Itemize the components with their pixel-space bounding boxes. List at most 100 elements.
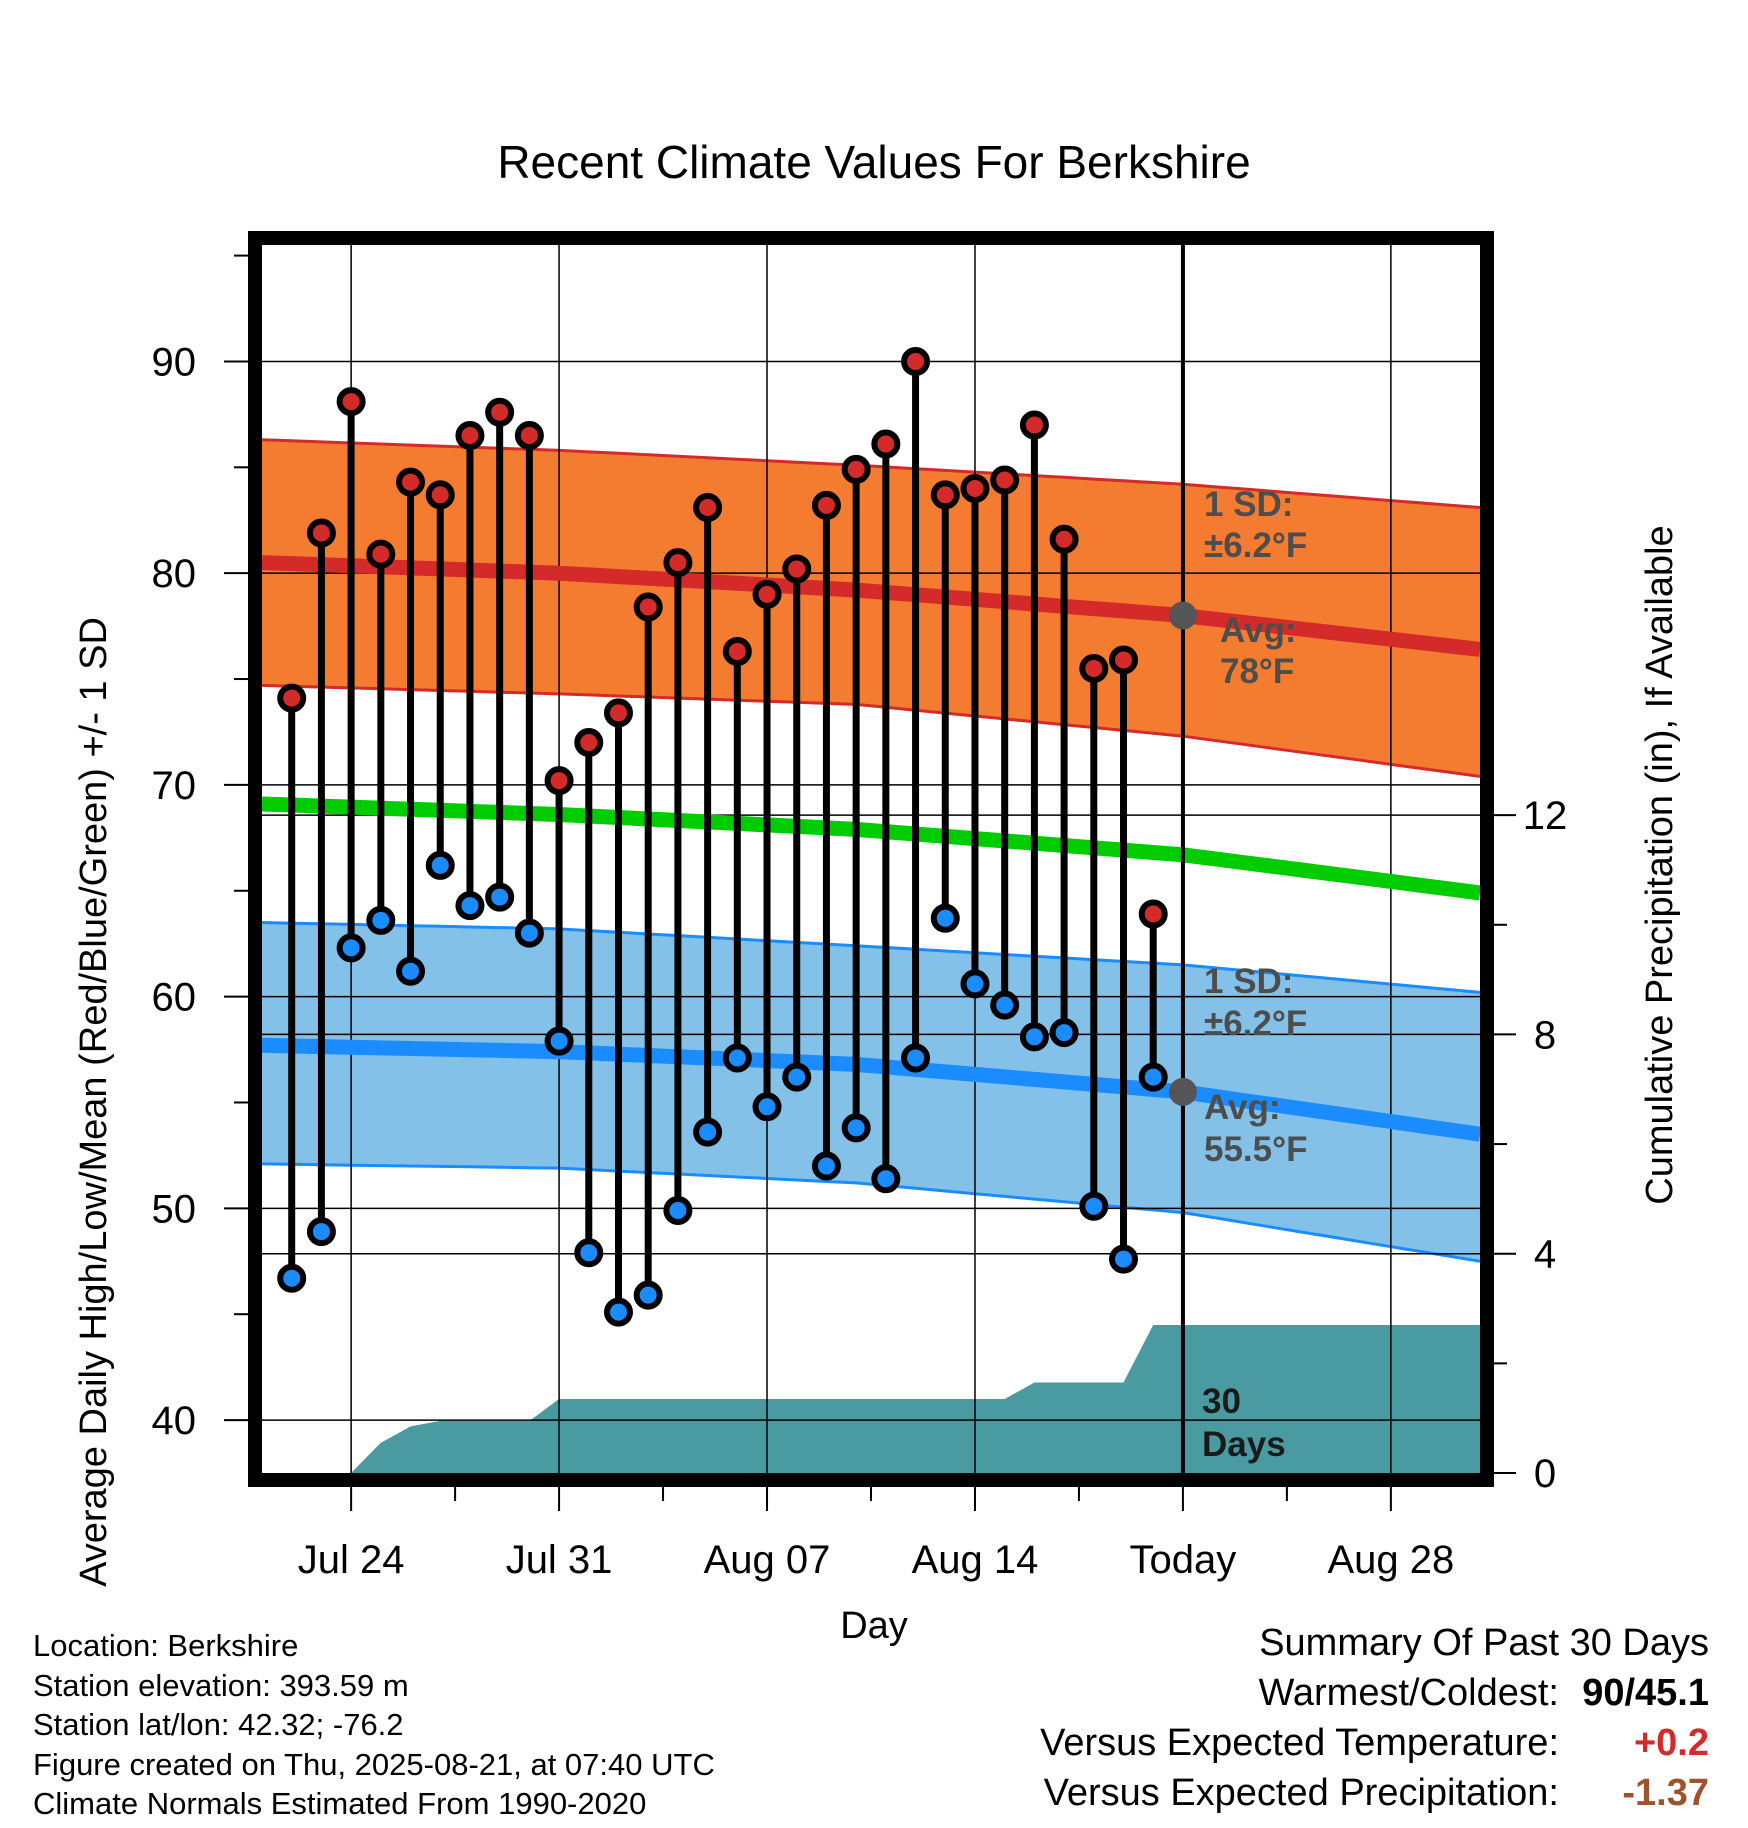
daily-low-point	[782, 1062, 812, 1092]
daily-high-point	[1109, 645, 1139, 675]
created-text: Figure created on Thu, 2025-08-21, at 07…	[33, 1746, 715, 1782]
y-axis-left: 40 50 60 70 80 90	[152, 254, 248, 1443]
daily-low-point	[1109, 1244, 1139, 1274]
y-left-tick-label: 50	[152, 1187, 197, 1231]
daily-low-point	[1138, 1062, 1168, 1092]
x-axis-label: Day	[840, 1605, 908, 1647]
y-axis-right-label: Cumulative Precipitation (in), If Availa…	[1639, 525, 1681, 1204]
daily-high-point	[1079, 653, 1109, 683]
daily-high-point	[1019, 410, 1049, 440]
summary-row-warmest-coldest: Warmest/Coldest: 90/45.1	[949, 1668, 1709, 1718]
today-low-average-marker	[1168, 1077, 1197, 1106]
daily-low-point	[663, 1195, 693, 1225]
daily-low-point	[277, 1263, 307, 1293]
daily-low-point	[841, 1113, 871, 1143]
precipitation-departure-label: Versus Expected Precipitation:	[1043, 1772, 1559, 1814]
daily-high-point	[722, 637, 752, 667]
daily-low-point	[722, 1043, 752, 1073]
daily-low-point	[960, 969, 990, 999]
daily-high-point	[277, 683, 307, 713]
chart-title: Recent Climate Values For Berkshire	[497, 136, 1250, 188]
daily-low-point	[514, 918, 544, 948]
x-axis: Jul 24 Jul 31 Aug 07 Aug 14 Today Aug 28	[298, 1487, 1454, 1582]
warmest-coldest-value: 90/45.1	[1582, 1672, 1709, 1714]
daily-low-point	[693, 1117, 723, 1147]
low-sd-annotation-line: ±6.2°F	[1204, 1004, 1307, 1043]
x-tick-label: Jul 24	[298, 1538, 405, 1582]
daily-high-point	[396, 467, 426, 497]
precipitation-period-annotation-line: Days	[1202, 1425, 1286, 1464]
daily-high-point	[930, 480, 960, 510]
y-axis-right: 0 4 8 12	[1494, 794, 1567, 1496]
daily-low-point	[455, 891, 485, 921]
daily-high-point	[782, 554, 812, 584]
daily-low-point	[1049, 1018, 1079, 1048]
summary-row-precipitation: Versus Expected Precipitation: -1.37	[949, 1768, 1709, 1818]
daily-high-point	[514, 421, 544, 451]
y-left-tick-label: 60	[152, 976, 197, 1020]
warmest-coldest-label: Warmest/Coldest:	[1258, 1672, 1559, 1714]
daily-high-point	[633, 592, 663, 622]
daily-low-point	[485, 882, 515, 912]
daily-low-point	[574, 1238, 604, 1268]
high-sd-band	[262, 439, 1480, 777]
daily-low-point	[1019, 1022, 1049, 1052]
daily-low-point	[752, 1092, 782, 1122]
daily-high-point	[1049, 524, 1079, 554]
x-tick-label: Aug 07	[704, 1538, 831, 1582]
high-lower-sd-line	[262, 683, 1480, 778]
daily-low-point	[1079, 1191, 1109, 1221]
y-right-tick-label: 0	[1534, 1452, 1556, 1496]
daily-low-point	[871, 1164, 901, 1194]
high-avg-annotation-line: 78°F	[1220, 652, 1294, 691]
low-upper-sd-line	[262, 921, 1480, 994]
high-sd-annotation: 1 SD:±6.2°F	[1204, 485, 1307, 565]
high-sd-annotation-line: 1 SD:	[1204, 485, 1293, 524]
daily-high-point	[336, 387, 366, 417]
daily-high-point	[752, 579, 782, 609]
x-tick-label: Today	[1130, 1538, 1237, 1582]
daily-low-point	[544, 1026, 574, 1056]
daily-low-point	[990, 990, 1020, 1020]
daily-low-point	[633, 1280, 663, 1310]
daily-high-point	[841, 454, 871, 484]
x-tick-label: Aug 14	[912, 1538, 1039, 1582]
precipitation-period-annotation-line: 30	[1202, 1382, 1241, 1421]
low-avg-annotation-line: Avg:	[1204, 1088, 1280, 1127]
daily-high-point	[306, 518, 336, 548]
summary-row-temperature: Versus Expected Temperature: +0.2	[949, 1718, 1709, 1768]
normal-mean-line	[262, 796, 1480, 901]
daily-high-point	[871, 429, 901, 459]
low-lower-sd-line	[262, 1162, 1480, 1263]
low-avg-annotation-line: 55.5°F	[1204, 1130, 1308, 1169]
high-avg-annotation: Avg:78°F	[1220, 611, 1296, 691]
daily-low-point	[306, 1217, 336, 1247]
high-sd-annotation-line: ±6.2°F	[1204, 526, 1307, 565]
daily-high-point	[1138, 899, 1168, 929]
daily-high-point	[485, 397, 515, 427]
y-axis-left-label: Average Daily High/Low/Mean (Red/Blue/Gr…	[73, 617, 115, 1587]
daily-low-point	[366, 905, 396, 935]
low-sd-band	[262, 922, 1480, 1262]
high-avg-annotation-line: Avg:	[1220, 611, 1296, 650]
daily-high-point	[366, 539, 396, 569]
latlon-text: Station lat/lon: 42.32; -76.2	[33, 1707, 404, 1742]
x-tick-label: Aug 28	[1327, 1538, 1454, 1582]
y-left-tick-label: 40	[152, 1399, 197, 1443]
normals-text: Climate Normals Estimated From 1990-2020	[33, 1786, 647, 1821]
y-left-tick-label: 80	[152, 552, 197, 596]
daily-low-point	[396, 956, 426, 986]
normal-low-line	[262, 1037, 1480, 1142]
daily-low-point	[901, 1043, 931, 1073]
summary-title: Summary Of Past 30 Days	[1259, 1622, 1709, 1664]
daily-high-point	[811, 490, 841, 520]
daily-high-point	[574, 728, 604, 758]
daily-low-point	[336, 933, 366, 963]
location-text: Location: Berkshire	[33, 1628, 299, 1663]
y-right-tick-label: 12	[1523, 794, 1568, 838]
summary-panel: Summary Of Past 30 Days Warmest/Coldest:…	[949, 1618, 1709, 1818]
daily-high-point	[603, 698, 633, 728]
plot-frame	[248, 231, 1494, 1487]
y-left-tick-label: 70	[152, 764, 197, 808]
